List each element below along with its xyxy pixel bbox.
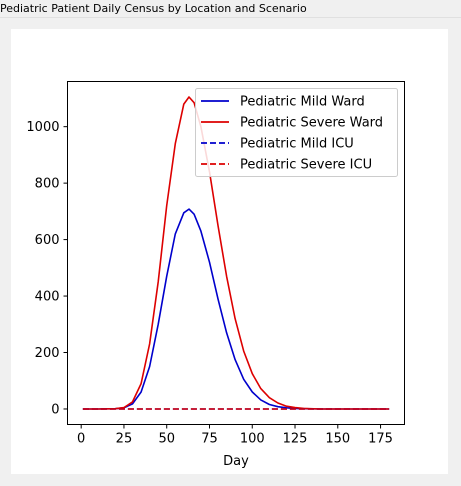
x-tick-label: 75 (201, 432, 218, 447)
x-tick-label: 150 (325, 432, 350, 447)
x-tick-label: 0 (77, 432, 85, 447)
legend-label: Pediatric Mild ICU (240, 137, 354, 152)
x-tick-label: 125 (283, 432, 308, 447)
legend-box (195, 88, 398, 177)
legend-label: Pediatric Severe Ward (240, 116, 383, 131)
window-title: Pediatric Patient Daily Census by Locati… (0, 2, 307, 15)
series-line-1 (82, 208, 390, 410)
y-axis: 0 200 400 600 800 1000 (26, 120, 68, 417)
y-tick-label: 800 (35, 177, 60, 192)
y-tick-label: 1000 (26, 120, 59, 135)
y-tick-label: 0 (51, 402, 59, 417)
legend: Pediatric Mild Ward Pediatric Severe Ward… (195, 88, 398, 177)
y-tick-label: 400 (35, 290, 60, 305)
window-titlebar: Pediatric Patient Daily Census by Locati… (0, 0, 461, 18)
x-tick-label: 25 (116, 432, 133, 447)
x-tick-label: 50 (158, 432, 175, 447)
axes-frame (67, 81, 405, 425)
y-tick-label: 600 (35, 233, 60, 248)
legend-label: Pediatric Severe ICU (240, 158, 372, 173)
plot-lines (82, 96, 390, 410)
x-axis-label: Day (223, 454, 249, 469)
x-tick-label: 175 (368, 432, 393, 447)
y-tick-label: 200 (35, 346, 60, 361)
legend-label: Pediatric Mild Ward (240, 95, 365, 110)
x-axis: 0 25 50 75 100 125 150 175 (77, 424, 393, 447)
x-tick-label: 100 (240, 432, 265, 447)
